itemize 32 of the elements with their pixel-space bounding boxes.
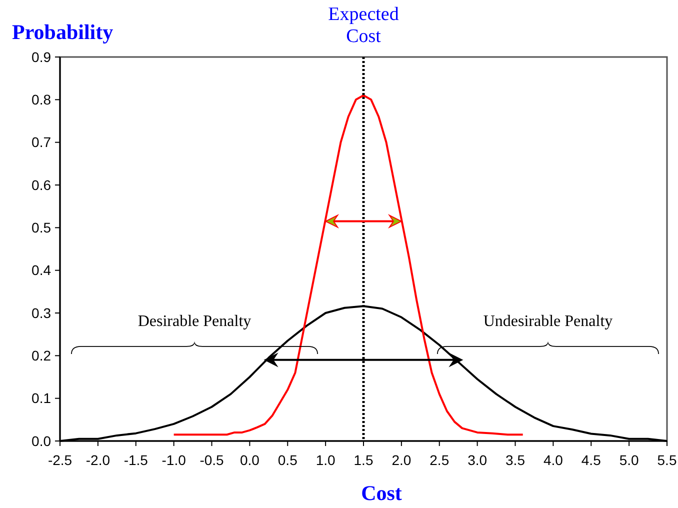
x-tick-label: -2.0	[86, 452, 110, 468]
x-tick-label: 3.5	[506, 452, 526, 468]
y-tick-label: 0.3	[32, 304, 52, 321]
y-tick-label: 0.4	[32, 262, 52, 278]
annotation: Desirable Penalty	[138, 313, 252, 330]
y-axis-title: Probability	[12, 20, 114, 44]
y-tick-label: 0.5	[32, 220, 52, 236]
y-tick-label: 0.8	[32, 92, 52, 108]
x-axis-title: Cost	[361, 481, 402, 505]
x-tick-label: 1.5	[354, 452, 374, 468]
x-tick-label: 2.5	[430, 452, 450, 468]
x-tick-label: -1.5	[124, 452, 148, 468]
annotation: Undesirable Penalty	[483, 313, 613, 330]
x-tick-label: -1.0	[162, 452, 186, 468]
y-tick-label: 0.6	[32, 176, 52, 193]
x-tick-label: 2.0	[392, 452, 412, 468]
x-tick-label: -0.5	[200, 452, 224, 468]
y-tick-label: 0.2	[32, 348, 52, 364]
x-tick-label: 4.5	[581, 452, 602, 468]
y-tick-label: 0.9	[32, 48, 52, 65]
x-tick-label: 0.5	[278, 452, 298, 468]
x-tick-label: 4.0	[543, 452, 564, 468]
x-tick-label: 3.0	[468, 452, 488, 468]
x-tick-label: 5.5	[657, 452, 677, 468]
ref-line-label: Expected Cost	[328, 4, 400, 47]
y-tick-label: 0.7	[32, 134, 52, 150]
x-tick-label: 5.0	[619, 452, 640, 468]
x-tick-label: 0.0	[240, 452, 260, 468]
x-tick-label: -2.5	[48, 452, 72, 468]
x-tick-label: 1.0	[316, 452, 336, 468]
y-tick-label: 0.0	[32, 432, 52, 449]
y-tick-label: 0.1	[32, 390, 52, 406]
